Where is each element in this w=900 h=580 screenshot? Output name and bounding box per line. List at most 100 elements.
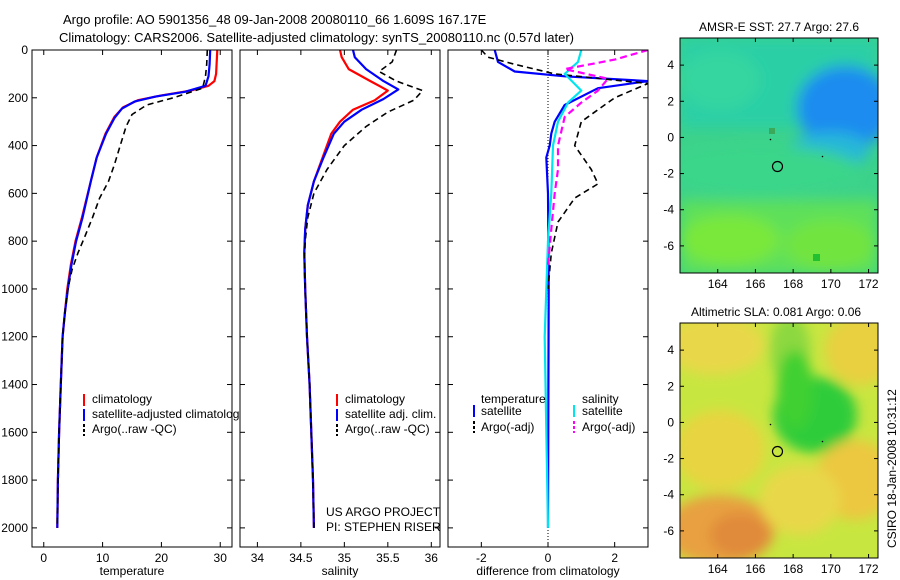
x-tick-label: 30 (214, 551, 228, 565)
legend-label-argo: Argo(..raw -QC) (92, 422, 177, 436)
temperature-plot-area (56, 50, 219, 528)
series-line-2 (480, 50, 648, 289)
series-line-2 (303, 50, 400, 528)
csiro-timestamp-label: CSIRO 18-Jan-2008 10:31:12 (885, 389, 899, 548)
y-tick-label: 600 (8, 186, 28, 200)
pi-annotation: PI: STEPHEN RISER (326, 520, 441, 534)
temperature-legend: climatology satellite-adjusted climatolo… (83, 392, 239, 436)
sla-map-ticks: 164 166 168 170 172 -6 -4 -2 0 2 4 (663, 323, 879, 576)
map-y-tick-label: -2 (663, 167, 674, 181)
series-line-2 (56, 50, 212, 528)
temperature-panel: 0 10 20 30 0 200 400 600 800 1000 1200 1400 1600 1800… (1, 43, 239, 578)
difference-axes-ticks: -2 0 2 (448, 49, 648, 565)
sst-map-ticks: 164 166 168 170 172 -6 -4 -2 0 2 4 (663, 38, 879, 291)
map-x-tick-label: 166 (745, 277, 765, 291)
legend-label-temp-argo: Argo(-adj) (481, 420, 534, 434)
series-line-3 (56, 50, 209, 528)
map-y-tick-label: -2 (663, 452, 674, 466)
map-y-tick-label: -6 (663, 524, 674, 538)
y-tick-label: 200 (8, 91, 28, 105)
map-y-tick-label: 2 (667, 94, 674, 108)
difference-panel: -2 0 2 difference from climatology tempera… (447, 49, 649, 578)
map-y-tick-label: 2 (667, 379, 674, 393)
legend-label-sal-argo: Argo(-adj) (582, 420, 635, 434)
x-tick-label: -2 (476, 551, 487, 565)
series-line-4 (546, 50, 648, 266)
difference-xlabel: difference from climatology (476, 564, 619, 578)
salinity-panel: 34 34.5 35 35.5 36 salinity climatology sate… (239, 49, 441, 578)
argo-float-circle (771, 160, 784, 173)
sla-map-panel: Altimetric SLA: 0.081 Argo: 0.06 164 166 1… (663, 305, 879, 576)
x-tick-label: 34.5 (289, 551, 313, 565)
x-tick-label: 20 (155, 551, 169, 565)
project-annotation: US ARGO PROJECT (326, 505, 441, 519)
y-tick-label: 1600 (1, 425, 28, 439)
temperature-xlabel: temperature (100, 564, 165, 578)
legend-label-argo: Argo(..raw -QC) (345, 422, 430, 436)
y-tick-label: 400 (8, 139, 28, 153)
x-tick-label: 36 (425, 551, 439, 565)
map-y-tick-label: -4 (663, 203, 674, 217)
sst-map-panel: AMSR-E SST: 27.7 Argo: 27.6 164 166 168 170… (663, 20, 879, 291)
map-x-tick-label: 170 (821, 277, 841, 291)
salinity-xlabel: salinity (322, 564, 359, 578)
sla-argo-location-marker (769, 423, 824, 458)
sst-pixel (769, 128, 775, 134)
map-y-tick-label: 4 (667, 343, 674, 357)
series-line-1 (493, 50, 648, 528)
map-dot (769, 423, 772, 426)
temperature-axes-ticks: 0 10 20 30 0 200 400 600 800 1000 1200 1400 1600 1800… (1, 43, 232, 565)
difference-legend: temperature satellite Argo(-adj) salinit… (473, 392, 635, 434)
y-tick-label: 1400 (1, 378, 28, 392)
map-y-tick-label: -4 (663, 488, 674, 502)
figure-title-line2: Climatology: CARS2006. Satellite-adjuste… (59, 30, 574, 45)
y-tick-label: 1200 (1, 330, 28, 344)
salinity-legend: climatology satellite adj. clim. Argo(..… (336, 392, 436, 436)
legend-title-salinity: salinity (582, 392, 619, 406)
map-x-tick-label: 164 (708, 562, 728, 576)
series-line-3 (303, 50, 424, 528)
salinity-plot-area (303, 50, 424, 528)
sla-map-title: Altimetric SLA: 0.081 Argo: 0.06 (691, 305, 861, 319)
map-x-tick-label: 170 (821, 562, 841, 576)
x-tick-label: 0 (40, 551, 47, 565)
legend-label-sal-satellite: satellite (582, 404, 623, 418)
x-tick-label: 2 (611, 551, 618, 565)
map-dot (769, 138, 772, 141)
sst-map-frame (679, 37, 879, 274)
map-dot (821, 155, 824, 158)
difference-plot-area (480, 50, 648, 547)
sla-field (680, 323, 878, 558)
legend-label-climatology: climatology (92, 392, 152, 406)
x-tick-label: 35.5 (376, 551, 400, 565)
sst-pixel (813, 254, 820, 261)
map-x-tick-label: 172 (859, 277, 879, 291)
map-y-tick-label: -6 (663, 239, 674, 253)
sst-field (680, 38, 878, 273)
map-x-tick-label: 164 (708, 277, 728, 291)
temperature-axes-frame (31, 49, 233, 548)
sst-map-title: AMSR-E SST: 27.7 Argo: 27.6 (699, 20, 859, 34)
map-x-tick-label: 172 (859, 562, 879, 576)
map-y-tick-label: 4 (667, 58, 674, 72)
figure-title-line1: Argo profile: AO 5901356_48 09-Jan-2008 … (63, 12, 487, 27)
x-tick-label: 34 (251, 551, 265, 565)
y-tick-label: 800 (8, 234, 28, 248)
y-tick-label: 2000 (1, 521, 28, 535)
sst-argo-location-marker (769, 138, 824, 173)
x-tick-label: 0 (545, 551, 552, 565)
legend-title-temperature: temperature (481, 392, 546, 406)
map-x-tick-label: 168 (783, 277, 803, 291)
legend-label-satellite-adjusted: satellite-adjusted climatolog (92, 407, 239, 421)
x-tick-label: 10 (96, 551, 110, 565)
sla-map-frame (679, 322, 879, 559)
y-tick-label: 1800 (1, 473, 28, 487)
y-tick-label: 0 (21, 43, 28, 57)
map-x-tick-label: 166 (745, 562, 765, 576)
salinity-axes-frame (239, 49, 441, 548)
map-y-tick-label: 0 (667, 415, 674, 429)
x-tick-label: 35 (338, 551, 352, 565)
map-x-tick-label: 168 (783, 562, 803, 576)
series-line-1 (56, 50, 219, 528)
